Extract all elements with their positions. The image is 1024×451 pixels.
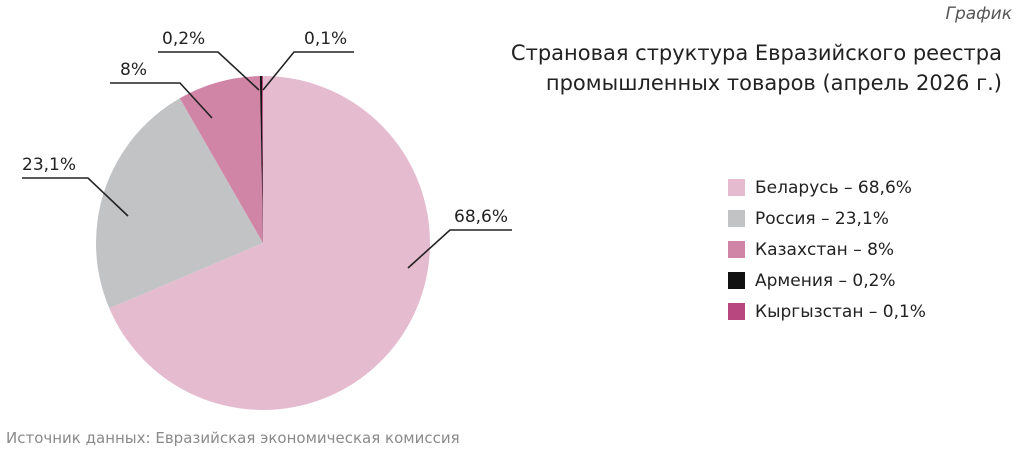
chart-title: Страновая структура Евразийского реестра… [462, 38, 1002, 98]
legend-swatch-armenia [728, 272, 745, 289]
legend-swatch-kyrgyzstan [728, 303, 745, 320]
slice-label-armenia: 0,2% [162, 29, 205, 49]
chart-title-line-1: Страновая структура Евразийского реестра [510, 41, 1002, 65]
slice-label-kazakhstan: 8% [120, 60, 147, 80]
legend-item-kazakhstan: Казахстан – 8% [728, 234, 926, 265]
pie-slices [95, 75, 430, 410]
legend-label-russia: Россия – 23,1% [755, 208, 889, 229]
leader-line-kyrgyzstan [262, 51, 354, 91]
leader-line-kazakhstan [110, 82, 213, 119]
pie-chart: 68,6% 23,1% 8% 0,2% 0,1% [22, 29, 512, 410]
legend-swatch-russia [728, 210, 745, 227]
legend-item-belarus: Беларусь – 68,6% [728, 172, 926, 203]
pie-slice-armenia [259, 76, 263, 243]
legend-label-armenia: Армения – 0,2% [755, 270, 896, 291]
legend-item-armenia: Армения – 0,2% [728, 265, 926, 296]
legend-item-russia: Россия – 23,1% [728, 203, 926, 234]
figure-tag: График [945, 4, 1012, 24]
legend-swatch-kazakhstan [728, 241, 745, 258]
legend-label-kyrgyzstan: Кыргызстан – 0,1% [755, 301, 926, 322]
pie-slice-russia [95, 98, 263, 309]
legend-swatch-belarus [728, 179, 745, 196]
chart-legend: Беларусь – 68,6% Россия – 23,1% Казахста… [728, 172, 926, 327]
slice-label-kyrgyzstan: 0,1% [304, 29, 347, 49]
pie-slice-belarus [109, 76, 430, 410]
slice-label-belarus: 68,6% [454, 207, 508, 227]
data-source-note: Источник данных: Евразийская экономическ… [6, 429, 460, 447]
slice-label-russia: 23,1% [22, 155, 76, 175]
label-leaders [22, 51, 512, 269]
legend-label-kazakhstan: Казахстан – 8% [755, 239, 895, 260]
legend-label-belarus: Беларусь – 68,6% [755, 177, 912, 198]
leader-line-russia [22, 177, 129, 217]
leader-line-armenia [158, 51, 260, 91]
legend-item-kyrgyzstan: Кыргызстан – 0,1% [728, 296, 926, 327]
pie-slice-kyrgyzstan [261, 75, 263, 243]
chart-title-line-2: промышленных товаров (апрель 2026 г.) [545, 71, 1002, 95]
slice-labels: 68,6% 23,1% 8% 0,2% 0,1% [22, 29, 508, 227]
leader-line-belarus [407, 229, 512, 269]
pie-slice-kazakhstan [179, 76, 263, 243]
